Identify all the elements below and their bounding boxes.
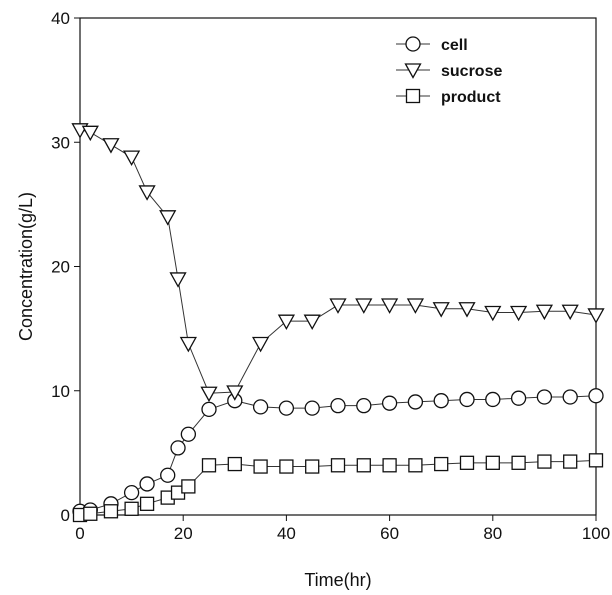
data-point-product [181, 479, 196, 494]
data-point-product [201, 458, 217, 473]
series-product [72, 453, 604, 523]
data-point-cell [485, 391, 501, 408]
data-point-cell [304, 400, 320, 416]
data-point-sucrose [535, 304, 554, 321]
data-point-cell [123, 484, 140, 501]
data-point-sucrose [81, 125, 99, 142]
data-point-product [459, 455, 475, 470]
y-tick-label: 10 [51, 382, 70, 401]
data-point-product [537, 454, 552, 469]
data-point-sucrose [138, 185, 156, 201]
data-point-product [103, 504, 119, 519]
data-point-sucrose [179, 336, 197, 353]
data-point-cell [160, 467, 176, 483]
data-point-product [279, 459, 294, 474]
data-point-product [563, 454, 578, 469]
legend-item-sucrose: sucrose [396, 63, 502, 80]
data-point-cell [252, 399, 269, 415]
data-point-product [588, 453, 604, 468]
series-sucrose [71, 123, 605, 403]
data-point-product [253, 459, 268, 474]
data-point-sucrose [251, 336, 270, 353]
x-tick-label: 0 [75, 524, 84, 543]
series-line-sucrose [79, 129, 597, 394]
data-point-sucrose [277, 314, 296, 331]
data-point-sucrose [509, 305, 528, 322]
plot-frame [79, 17, 597, 516]
data-point-product [434, 456, 449, 472]
data-point-cell [407, 394, 424, 410]
data-point-sucrose [484, 305, 502, 322]
data-point-cell [139, 476, 155, 492]
data-point-product [139, 496, 155, 511]
data-point-sucrose [406, 298, 425, 314]
legend-label: cell [441, 37, 468, 54]
legend-item-cell: cell [396, 36, 468, 54]
data-point-sucrose [458, 302, 476, 318]
data-point-product [511, 455, 526, 470]
data-point-cell [433, 393, 449, 409]
legend-label: sucrose [441, 63, 502, 80]
legend: cell sucrose product [396, 36, 502, 106]
data-point-sucrose [122, 150, 141, 166]
data-point-cell [381, 395, 398, 411]
data-point-sucrose [329, 298, 347, 314]
data-point-sucrose [303, 314, 321, 331]
data-point-sucrose [169, 272, 187, 288]
data-point-product [83, 506, 98, 521]
data-point-cell [278, 400, 295, 416]
legend-marker-sucrose [404, 63, 422, 79]
legend-item-product: product [396, 88, 501, 106]
data-point-cell [459, 391, 475, 408]
x-axis-title: Time(hr) [304, 570, 371, 590]
y-tick-label: 30 [51, 133, 70, 152]
data-point-sucrose [102, 138, 120, 154]
data-point-product [227, 456, 242, 472]
legend-marker-product [405, 88, 421, 104]
legend-marker-cell [405, 36, 421, 52]
x-tick-label: 100 [582, 524, 610, 543]
x-tick-label: 20 [174, 524, 193, 543]
data-point-cell [588, 388, 604, 404]
data-point-product [305, 459, 320, 474]
x-tick-label: 80 [483, 524, 502, 543]
y-axis-ticks: 0 10 20 30 40 [51, 9, 80, 525]
data-point-sucrose [200, 386, 218, 403]
data-point-cell [562, 389, 578, 405]
data-point-cell [180, 426, 197, 442]
data-point-sucrose [587, 308, 605, 324]
y-tick-label: 40 [51, 9, 70, 28]
x-axis-ticks: 0 20 40 60 80 100 [75, 515, 610, 543]
data-point-product [356, 458, 371, 473]
data-point-cell [536, 389, 553, 405]
data-point-sucrose [355, 298, 373, 314]
y-axis-title: Concentration(g/L) [16, 192, 36, 341]
data-point-sucrose [159, 210, 177, 226]
data-point-product [124, 501, 139, 516]
series-layer [71, 123, 605, 523]
data-point-product [408, 458, 423, 473]
data-point-cell [510, 390, 527, 406]
data-point-sucrose [561, 304, 579, 321]
y-tick-label: 0 [61, 506, 70, 525]
data-point-product [330, 458, 346, 473]
data-point-cell [356, 398, 372, 414]
data-point-cell [201, 401, 217, 418]
y-tick-label: 20 [51, 258, 70, 277]
data-point-product [485, 455, 500, 470]
data-point-sucrose [226, 385, 244, 401]
data-point-cell [170, 440, 186, 456]
data-point-sucrose [380, 298, 399, 314]
x-tick-label: 40 [277, 524, 296, 543]
legend-label: product [441, 89, 501, 106]
x-tick-label: 60 [380, 524, 399, 543]
data-point-sucrose [432, 302, 450, 318]
data-point-product [382, 458, 397, 473]
data-point-cell [330, 398, 346, 414]
